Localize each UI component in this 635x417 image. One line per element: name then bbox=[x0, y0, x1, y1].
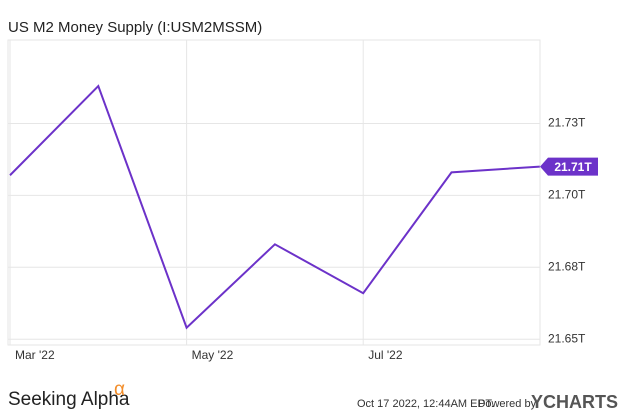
brand-mark: α bbox=[114, 379, 125, 400]
y-tick-label: 21.70T bbox=[548, 188, 586, 202]
value-tag-label: 21.71T bbox=[554, 160, 592, 174]
y-tick-label: 21.73T bbox=[548, 116, 586, 130]
provider: YCHARTS bbox=[531, 392, 618, 412]
line bbox=[9, 84, 540, 330]
timestamp: Oct 17 2022, 12:44AM EDT. bbox=[357, 398, 494, 410]
y-tick-label: 21.68T bbox=[548, 259, 586, 273]
x-tick-label: May '22 bbox=[192, 348, 234, 362]
plot-frame bbox=[7, 39, 541, 346]
x-tick-label: Jul '22 bbox=[368, 348, 403, 362]
y-tick-label: 21.65T bbox=[548, 331, 586, 345]
x-tick-label: Mar '22 bbox=[15, 348, 55, 362]
value-tag bbox=[540, 157, 598, 176]
chart-title: US M2 Money Supply (I:USM2MSSM) bbox=[8, 19, 262, 36]
brand: Seeking Alpha bbox=[8, 389, 130, 410]
powered-by: Powered by bbox=[478, 398, 537, 410]
